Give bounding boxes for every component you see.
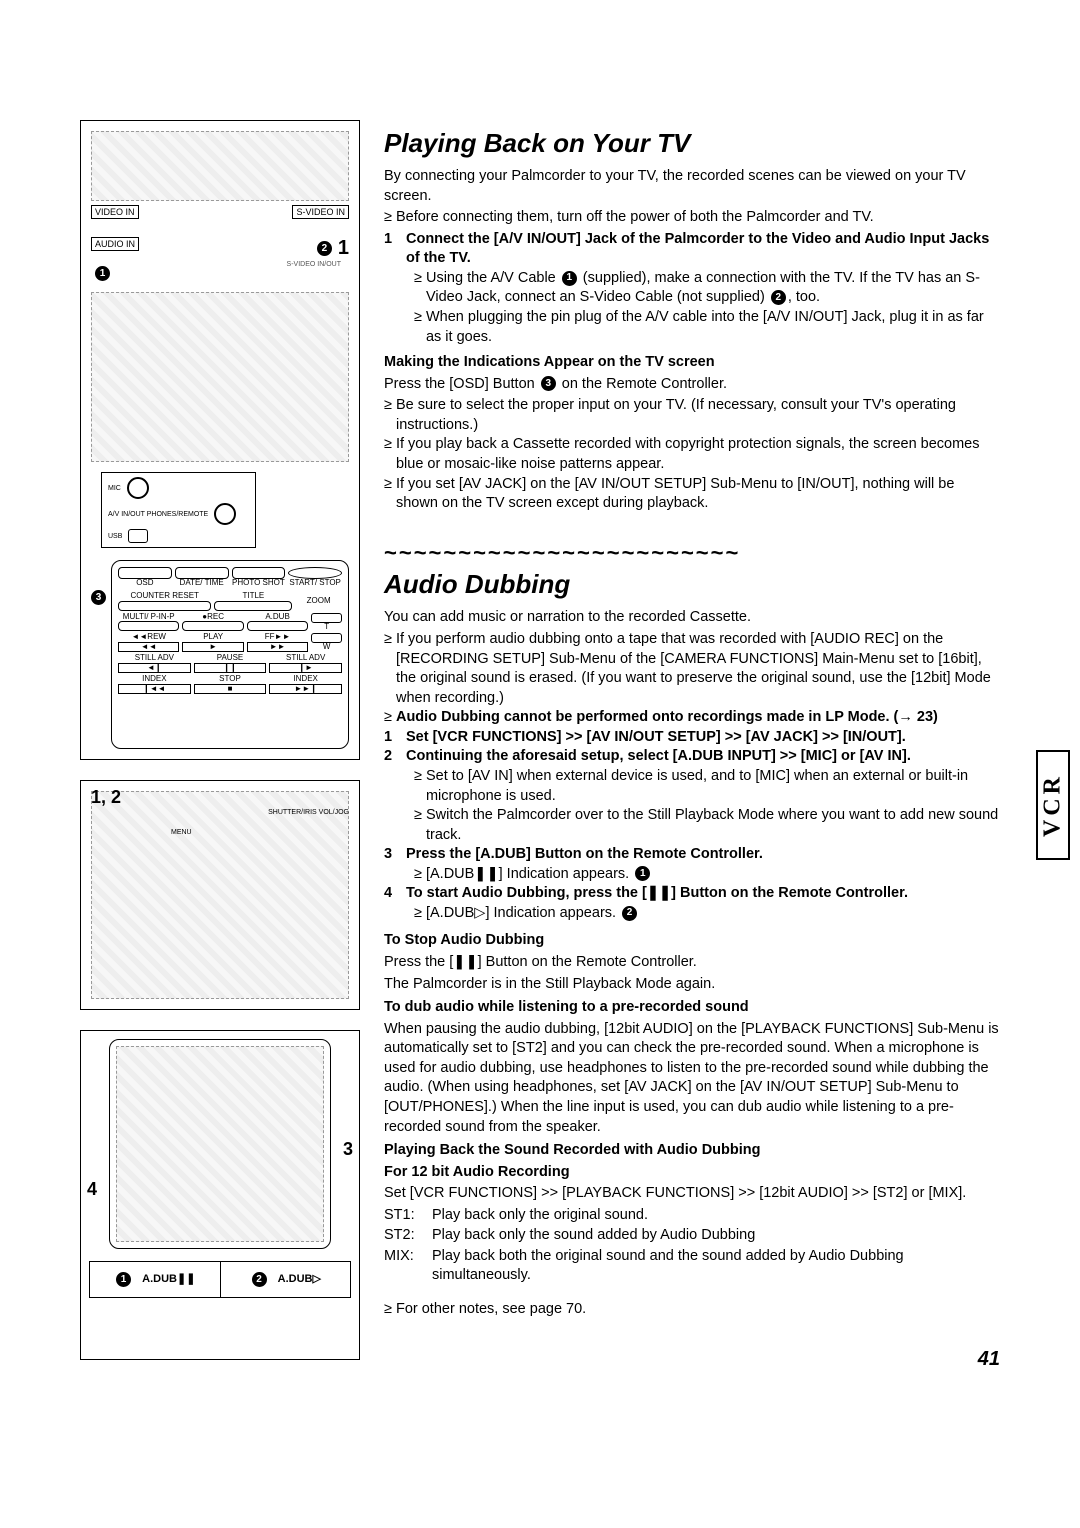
prerec-body: When pausing the audio dubbing, [12bit A…: [384, 1020, 1000, 1137]
figure-tv-connection: VIDEO IN S-VIDEO IN AUDIO IN 2 1 1 S-VID…: [80, 120, 360, 760]
label-av-inout: A/V IN/OUT PHONES/REMOTE: [108, 511, 208, 518]
remote-ff: FF►►: [265, 632, 291, 641]
remote-index2: INDEX: [293, 674, 317, 683]
remote-multi: MULTI/ P-IN-P: [123, 612, 175, 621]
audio-step3-sub: [A.DUB❚❚] Indication appears. 1: [426, 865, 1000, 885]
st1-label: ST1:: [384, 1206, 432, 1226]
st1-desc: Play back only the original sound.: [432, 1206, 1000, 1226]
audio-step4: To start Audio Dubbing, press the [❚❚] B…: [406, 884, 1000, 904]
tv-note-2: If you play back a Cassette recorded wit…: [396, 435, 1000, 474]
page-layout: VIDEO IN S-VIDEO IN AUDIO IN 2 1 1 S-VID…: [80, 120, 1000, 1380]
remote-date: DATE/ TIME: [180, 578, 224, 587]
jack-panel: MIC A/V IN/OUT PHONES/REMOTE USB: [101, 472, 256, 548]
tv-step1: Connect the [A/V IN/OUT] Jack of the Pal…: [406, 230, 1000, 269]
label-usb: USB: [108, 533, 122, 540]
tv-intro-1: By connecting your Palmcorder to your TV…: [384, 167, 1000, 206]
tv-osd-line: Press the [OSD] Button 3 on the Remote C…: [384, 375, 1000, 395]
remote-photo: PHOTO SHOT: [232, 578, 285, 587]
indication-adub-pause: A.DUB❚❚: [142, 1273, 195, 1285]
remote-w: W: [323, 642, 331, 651]
audio-b1: If you perform audio dubbing onto a tape…: [396, 630, 1000, 708]
remote-still1: STILL ADV: [135, 653, 174, 662]
callout-circle-2: 2: [317, 241, 332, 256]
tv-step1-sub2: When plugging the pin plug of the A/V ca…: [426, 308, 1000, 347]
heading-playing-back-tv: Playing Back on Your TV: [384, 126, 1000, 161]
stop-l1: Press the [❚❚] Button on the Remote Cont…: [384, 953, 1000, 973]
remote-adub: A.DUB: [265, 612, 289, 621]
indication-adub-play: A.DUB▷: [278, 1273, 321, 1285]
audio-step2-num: 2: [384, 747, 406, 767]
audio-b2: Audio Dubbing cannot be performed onto r…: [396, 708, 1000, 728]
callout-circle-1: 1: [95, 266, 110, 281]
audio-step2-sub2: Switch the Palmcorder over to the Still …: [426, 806, 1000, 845]
remote-rec: ●REC: [202, 612, 224, 621]
st2-desc: Play back only the sound added by Audio …: [432, 1226, 1000, 1246]
camcorder-illustration-2: [91, 791, 349, 999]
audio-step1: Set [VCR FUNCTIONS] >> [AV IN/OUT SETUP]…: [406, 728, 1000, 748]
play-head2: For 12 bit Audio Recording: [384, 1163, 1000, 1183]
divider-tildes: ~~~~~~~~~~~~~~~~~~~~~~~~: [384, 538, 1000, 568]
label-shutter: SHUTTER/IRIS VOL/JOG: [268, 809, 349, 816]
label-svideo-inout: S-VIDEO IN/OUT: [287, 261, 341, 268]
ind-circle-1: 1: [116, 1272, 131, 1287]
figure-remote-adub: 3 4 1 A.DUB❚❚ 2 A.DUB▷: [80, 1030, 360, 1360]
label-mic: MIC: [108, 485, 121, 492]
audio-step4-num: 4: [384, 884, 406, 904]
label-menu: MENU: [171, 829, 192, 836]
stop-l2: The Palmcorder is in the Still Playback …: [384, 975, 1000, 995]
audio-intro: You can add music or narration to the re…: [384, 608, 1000, 628]
remote-stop: STOP: [219, 674, 241, 683]
page-number: 41: [384, 1346, 1000, 1373]
other-notes: For other notes, see page 70.: [396, 1300, 1000, 1320]
play-head: Playing Back the Sound Recorded with Aud…: [384, 1141, 1000, 1161]
callout-3: 3: [343, 1139, 353, 1160]
remote-zoom: ZOOM: [307, 596, 331, 605]
remote-illustration-2: [109, 1039, 331, 1249]
step-num-1: 1: [384, 230, 406, 269]
audio-step3-num: 3: [384, 845, 406, 865]
audio-step1-num: 1: [384, 728, 406, 748]
callout-1-2: 1, 2: [91, 787, 121, 808]
tv-step1-sub1: Using the A/V Cable 1 (supplied), make a…: [426, 269, 1000, 308]
tv-note-1: Be sure to select the proper input on yo…: [396, 396, 1000, 435]
remote-pause: PAUSE: [217, 653, 244, 662]
label-video-in: VIDEO IN: [91, 205, 139, 219]
tv-note-3: If you set [AV JACK] on the [AV IN/OUT S…: [396, 475, 1000, 514]
callout-4: 4: [87, 1179, 97, 1200]
remote-osd: OSD: [136, 578, 153, 587]
mix-label: MIX:: [384, 1247, 432, 1286]
remote-start: START/ STOP: [289, 578, 341, 587]
audio-step4-sub: [A.DUB▷] Indication appears. 2: [426, 904, 1000, 924]
stop-head: To Stop Audio Dubbing: [384, 931, 1000, 951]
audio-step3: Press the [A.DUB] Button on the Remote C…: [406, 845, 1000, 865]
prerec-head: To dub audio while listening to a pre-re…: [384, 998, 1000, 1018]
callout-1-text: 1: [338, 237, 349, 260]
remote-rew: ◄◄REW: [131, 632, 166, 641]
remote-index1: INDEX: [142, 674, 166, 683]
remote-play: PLAY: [203, 632, 223, 641]
tv-intro-2: Before connecting them, turn off the pow…: [396, 208, 1000, 228]
tv-subhead-indications: Making the Indications Appear on the TV …: [384, 353, 1000, 373]
st2-label: ST2:: [384, 1226, 432, 1246]
text-column: Playing Back on Your TV By connecting yo…: [384, 120, 1000, 1380]
remote-counter: COUNTER RESET: [130, 591, 198, 600]
remote-illustration-1: OSD DATE/ TIME PHOTO SHOT START/ STOP CO…: [111, 560, 349, 749]
camcorder-illustration: S-VIDEO IN/OUT: [91, 292, 349, 462]
remote-title: TITLE: [242, 591, 264, 600]
remote-t: T: [324, 622, 329, 631]
play-l1: Set [VCR FUNCTIONS] >> [PLAYBACK FUNCTIO…: [384, 1184, 1000, 1204]
figures-column: VIDEO IN S-VIDEO IN AUDIO IN 2 1 1 S-VID…: [80, 120, 360, 1380]
label-audio-in: AUDIO IN: [91, 237, 139, 251]
label-svideo-in: S-VIDEO IN: [292, 205, 349, 219]
side-tab-vcr: VCR: [1036, 750, 1070, 860]
heading-audio-dubbing: Audio Dubbing: [384, 567, 1000, 602]
audio-step2: Continuing the aforesaid setup, select […: [406, 747, 1000, 767]
audio-step2-sub1: Set to [AV IN] when external device is u…: [426, 767, 1000, 806]
mix-desc: Play back both the original sound and th…: [432, 1247, 1000, 1286]
tv-illustration: [91, 131, 349, 201]
callout-circle-3: 3: [91, 590, 106, 605]
figure-camcorder-dial: 1, 2 SHUTTER/IRIS VOL/JOG MENU: [80, 780, 360, 1010]
ind-circle-2: 2: [252, 1272, 267, 1287]
remote-still2: STILL ADV: [286, 653, 325, 662]
